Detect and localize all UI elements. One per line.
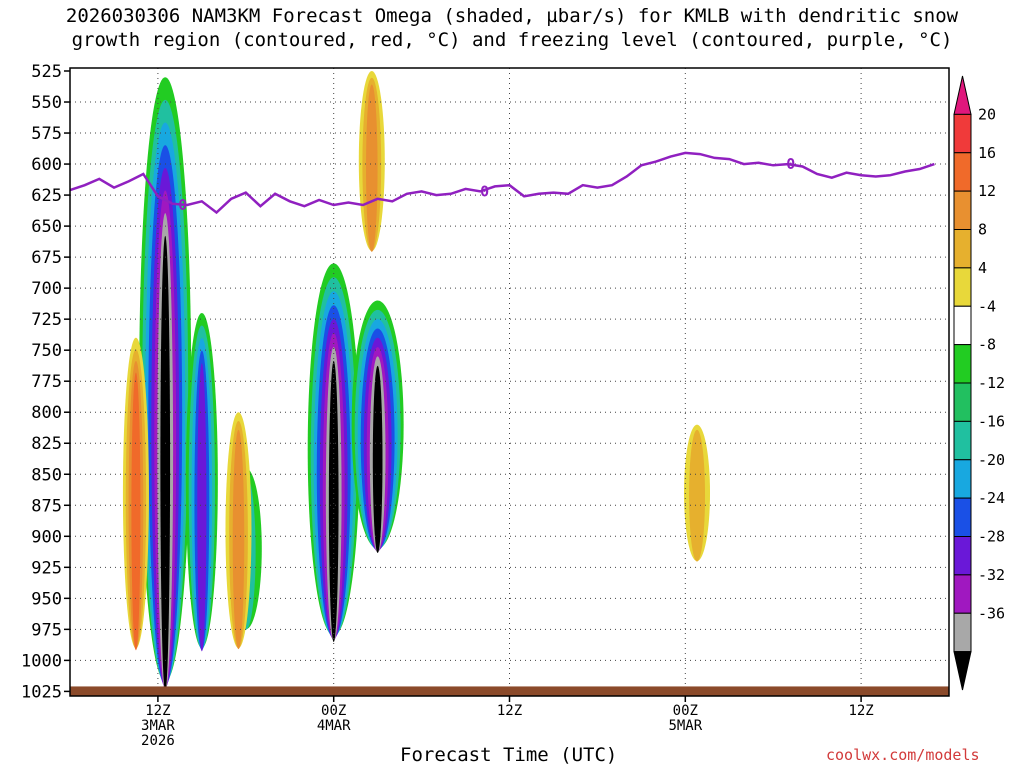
xtick-label-12-0: 12Z [145, 703, 170, 719]
chart-title: 2026030306 NAM3KM Forecast Omega (shaded… [0, 4, 1024, 52]
colorbar-segment-4 [953, 229, 972, 269]
plot-background [70, 68, 949, 696]
colorbar-label-7: -12 [978, 374, 1005, 392]
colorbar-label-5: -4 [978, 297, 996, 315]
colorbar-label-4: 4 [978, 259, 987, 277]
ytick-label-550: 550 [31, 93, 62, 113]
xtick-label-36-0: 12Z [497, 703, 522, 719]
colorbar-segment-8 [953, 382, 972, 422]
colorbar-label-12: -32 [978, 566, 1005, 584]
ytick-label-575: 575 [31, 124, 62, 144]
ytick-label-900: 900 [31, 527, 62, 547]
ytick-label-925: 925 [31, 558, 62, 578]
ytick-label-800: 800 [31, 403, 62, 423]
freezing-level-label-1: 0 [480, 182, 489, 200]
colorbar-label-3: 8 [978, 221, 987, 239]
colorbar-cap-top [953, 75, 972, 115]
freezing-level-label-2: 0 [786, 155, 795, 173]
colorbar-label-0: 20 [978, 105, 996, 123]
xtick-label-12-2: 2026 [141, 733, 175, 749]
colorbar-segment-3 [953, 190, 972, 230]
xtick-label-24-0: 00Z [321, 703, 346, 719]
colorbar-cap-bottom [953, 651, 972, 691]
colorbar-label-6: -8 [978, 336, 996, 354]
colorbar-segment-13 [953, 574, 972, 614]
omega-feature-8-level-1 [689, 429, 706, 562]
colorbar: 20 16 12 8 4 -4 -8 -12 -16 -20 -24 -28 -32 -36 [953, 75, 1005, 691]
colorbar-label-13: -36 [978, 604, 1005, 622]
colorbar-segment-10 [953, 459, 972, 499]
freezing-level-label-0: 0 [178, 196, 187, 214]
colorbar-label-10: -24 [978, 489, 1005, 507]
ytick-label-525: 525 [31, 62, 62, 82]
colorbar-segment-12 [953, 536, 972, 576]
omega-feature-3-level-4 [197, 363, 207, 652]
ytick-label-625: 625 [31, 186, 62, 206]
ytick-label-950: 950 [31, 589, 62, 609]
xtick-label-48-0: 00Z [673, 703, 698, 719]
omega-feature-1-level-7 [328, 361, 339, 643]
colorbar-segment-14 [953, 612, 972, 653]
colorbar-segment-5 [953, 267, 972, 307]
xtick-label-24-1: 4MAR [317, 718, 351, 734]
ytick-label-775: 775 [31, 372, 62, 392]
x-axis-label: Forecast Time (UTC) [400, 744, 618, 766]
freezing-level-contour: 0 0 0 [70, 151, 935, 215]
omega-feature-0-level-7 [160, 235, 171, 693]
ytick-label-850: 850 [31, 465, 62, 485]
ytick-label-875: 875 [31, 496, 62, 516]
freezing-level-line [70, 151, 935, 215]
ytick-label-600: 600 [31, 155, 62, 175]
colorbar-segment-6 [953, 305, 972, 346]
colorbar-segment-11 [953, 497, 972, 537]
omega-feature-2-level-7 [372, 365, 383, 554]
colorbar-label-9: -20 [978, 451, 1005, 469]
colorbar-segment-2 [953, 152, 972, 192]
omega-feature-5-level-3 [131, 372, 141, 651]
colorbar-segment-1 [953, 113, 972, 154]
ytick-label-1000: 1000 [21, 651, 62, 671]
ytick-label-750: 750 [31, 341, 62, 361]
ytick-label-700: 700 [31, 279, 62, 299]
ytick-label-675: 675 [31, 248, 62, 268]
colorbar-label-1: 16 [978, 144, 996, 162]
ytick-label-725: 725 [31, 310, 62, 330]
colorbar-label-8: -16 [978, 412, 1005, 430]
omega-feature-6-level-2 [232, 429, 245, 650]
ytick-label-825: 825 [31, 434, 62, 454]
omega-shading [122, 70, 711, 693]
title-line-2: growth region (contoured, red, °C) and f… [71, 29, 953, 51]
y-axis-ticks: 525 550 575 600 625 650 675 700 725 750 775 800 825 8… [21, 62, 70, 702]
ytick-label-1025: 1025 [21, 682, 62, 702]
colorbar-segment-9 [953, 420, 972, 461]
title-line-1: 2026030306 NAM3KM Forecast Omega (shaded… [65, 5, 959, 27]
ground-fill [70, 686, 949, 696]
credit-link[interactable]: coolwx.com/models [826, 746, 980, 764]
colorbar-label-2: 12 [978, 182, 996, 200]
ytick-label-650: 650 [31, 217, 62, 237]
xtick-label-12-1: 3MAR [141, 718, 175, 734]
xtick-label-48-1: 5MAR [668, 718, 702, 734]
ground-surface [70, 686, 949, 696]
xtick-label-60-0: 12Z [848, 703, 873, 719]
colorbar-label-11: -28 [978, 528, 1005, 546]
omega-feature-7-level-2 [366, 84, 378, 252]
colorbar-segment-7 [953, 344, 972, 384]
ytick-label-975: 975 [31, 620, 62, 640]
